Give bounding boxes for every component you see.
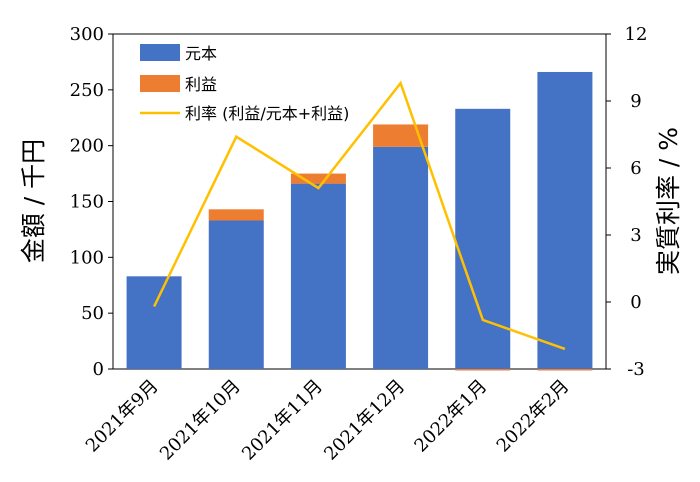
legend-label-principal: 元本 xyxy=(185,44,217,63)
y-left-axis-title: 金額 / 千円 xyxy=(19,139,48,263)
left-tick-label: 0 xyxy=(93,359,104,380)
x-tick-label: 2022年2月 xyxy=(493,376,574,457)
y-right-axis-title: 実質利率 / % xyxy=(654,127,683,275)
left-tick-label: 250 xyxy=(70,80,104,101)
bar-principal xyxy=(537,71,593,369)
rate-line-group xyxy=(152,80,566,351)
bar-principal xyxy=(373,146,429,369)
right-tick-label: 0 xyxy=(630,292,641,313)
x-tick-label: 2021年11月 xyxy=(238,376,327,465)
rate-line xyxy=(152,80,566,351)
right-tick-label: 12 xyxy=(625,24,648,45)
legend-swatch-principal xyxy=(140,44,180,61)
bar-principal xyxy=(290,183,346,369)
x-tick-label: 2021年12月 xyxy=(320,376,409,465)
x-tick-label: 2022年1月 xyxy=(410,376,491,457)
bar-group xyxy=(126,71,593,371)
left-tick-label: 200 xyxy=(70,136,104,157)
x-tick-label: 2021年10月 xyxy=(156,376,245,465)
right-tick-label: 9 xyxy=(630,91,641,112)
right-tick-label: 6 xyxy=(630,158,641,179)
left-tick-label: 100 xyxy=(70,247,104,268)
legend-label-rate: 利率 (利益/元本+利益) xyxy=(185,104,349,123)
left-tick-label: 300 xyxy=(70,24,104,45)
bar-profit xyxy=(455,369,511,371)
bar-principal xyxy=(455,108,511,370)
left-tick-label: 150 xyxy=(70,192,104,213)
bar-profit xyxy=(208,209,264,221)
right-tick-label: 3 xyxy=(630,225,641,246)
right-tick-label: -3 xyxy=(627,359,645,380)
right-axis: -3 0 3 6 9 12 xyxy=(606,24,647,380)
legend-label-profit: 利益 xyxy=(185,75,217,94)
left-tick-label: 50 xyxy=(81,303,104,324)
bar-principal xyxy=(126,276,182,369)
left-axis: 0 50 100 150 200 250 300 xyxy=(70,24,113,380)
bar-principal xyxy=(208,220,264,369)
legend-swatch-profit xyxy=(140,75,180,92)
legend: 元本 利益 利率 (利益/元本+利益) xyxy=(140,44,349,123)
bar-profit xyxy=(290,173,346,184)
bar-profit xyxy=(373,124,429,147)
x-tick-label: 2021年9月 xyxy=(82,376,163,457)
bar-profit xyxy=(537,369,593,371)
